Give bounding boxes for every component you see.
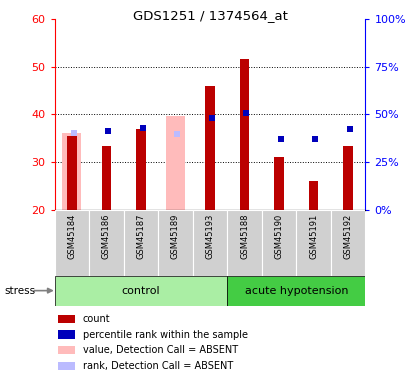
- Text: GSM45184: GSM45184: [67, 214, 76, 260]
- Bar: [102, 146, 111, 210]
- Bar: [343, 146, 353, 210]
- Text: acute hypotension: acute hypotension: [244, 286, 348, 296]
- Text: percentile rank within the sample: percentile rank within the sample: [83, 330, 247, 339]
- Bar: [274, 158, 284, 210]
- Bar: [123, 210, 158, 276]
- Bar: [166, 116, 185, 210]
- Bar: [89, 210, 123, 276]
- Bar: [331, 210, 365, 276]
- Text: stress: stress: [4, 286, 35, 296]
- Bar: [55, 276, 227, 306]
- Text: GDS1251 / 1374564_at: GDS1251 / 1374564_at: [133, 9, 287, 22]
- Bar: [262, 210, 297, 276]
- Bar: [55, 210, 89, 276]
- Text: GSM45189: GSM45189: [171, 214, 180, 260]
- Text: value, Detection Call = ABSENT: value, Detection Call = ABSENT: [83, 345, 238, 355]
- Text: count: count: [83, 314, 110, 324]
- Bar: [136, 129, 146, 210]
- Bar: [205, 86, 215, 210]
- Text: GSM45191: GSM45191: [309, 214, 318, 259]
- Text: GSM45190: GSM45190: [275, 214, 284, 259]
- Bar: [227, 210, 262, 276]
- Bar: [193, 210, 227, 276]
- Text: control: control: [122, 286, 160, 296]
- Bar: [227, 276, 365, 306]
- Bar: [240, 59, 249, 210]
- Bar: [297, 210, 331, 276]
- Text: GSM45187: GSM45187: [136, 214, 145, 260]
- Text: GSM45193: GSM45193: [205, 214, 215, 260]
- Bar: [58, 346, 75, 354]
- Bar: [63, 132, 81, 210]
- Text: rank, Detection Call = ABSENT: rank, Detection Call = ABSENT: [83, 360, 233, 370]
- Bar: [67, 136, 77, 210]
- Bar: [58, 315, 75, 323]
- Text: GSM45192: GSM45192: [344, 214, 353, 259]
- Bar: [58, 330, 75, 339]
- Text: GSM45188: GSM45188: [240, 214, 249, 260]
- Bar: [309, 182, 318, 210]
- Bar: [158, 210, 193, 276]
- Text: GSM45186: GSM45186: [102, 214, 111, 260]
- Bar: [58, 362, 75, 370]
